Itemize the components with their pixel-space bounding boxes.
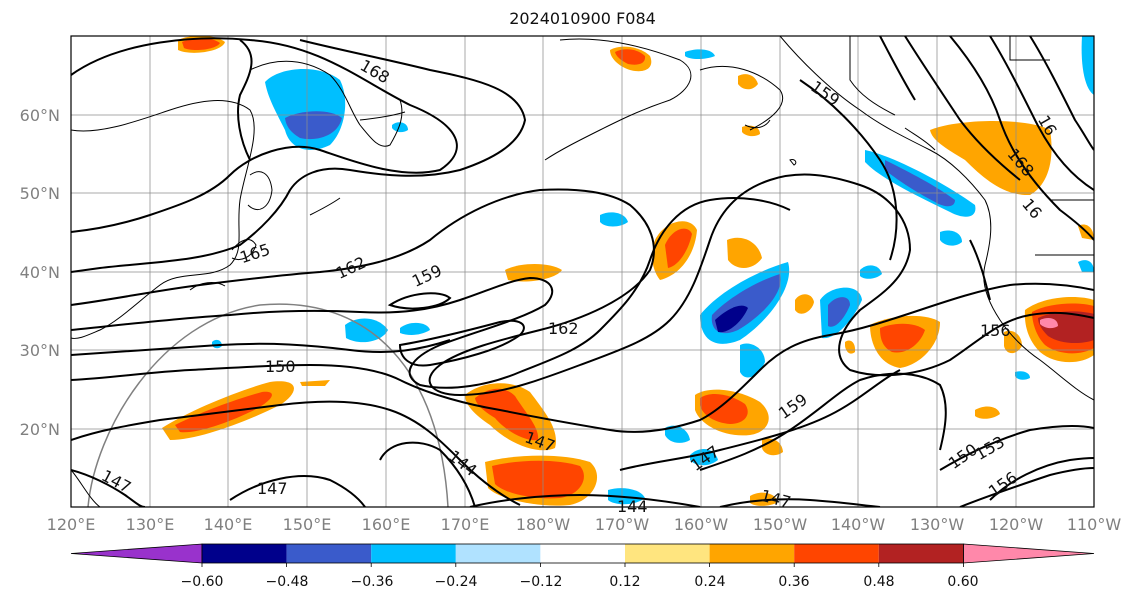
colorbar-segment bbox=[455, 544, 541, 563]
colorbar-tick-label: 0.60 bbox=[947, 574, 978, 590]
colorbar-tick-label: −0.36 bbox=[351, 574, 394, 590]
contour-label: 147 bbox=[257, 479, 288, 498]
shaded-fields bbox=[162, 36, 1094, 506]
lat-label: 50°N bbox=[20, 184, 60, 203]
colorbar-tick-label: 0.36 bbox=[778, 574, 809, 590]
colorbar-segment bbox=[709, 544, 795, 563]
colorbar-tick-label: −0.12 bbox=[520, 574, 563, 590]
colorbar-tick-label: −0.24 bbox=[435, 574, 478, 590]
lon-label: 140°E bbox=[204, 515, 253, 534]
colorbar-segment bbox=[202, 544, 287, 563]
lon-label: 130°W bbox=[910, 515, 965, 534]
lon-label: 160°E bbox=[362, 515, 411, 534]
colorbar-segment bbox=[540, 544, 625, 563]
map-frame bbox=[70, 35, 1095, 508]
colorbar-extend-low bbox=[70, 543, 203, 564]
contour-label: 144 bbox=[617, 497, 648, 516]
range-circle bbox=[87, 303, 449, 507]
lat-label: 30°N bbox=[20, 341, 60, 360]
colorbar-tick-label: −0.60 bbox=[181, 574, 224, 590]
lon-label: 110°W bbox=[1067, 515, 1122, 534]
graticule bbox=[71, 36, 1094, 507]
colorbar-segment bbox=[794, 544, 879, 563]
colorbar-segment bbox=[878, 544, 964, 563]
lon-label: 180°W bbox=[516, 515, 571, 534]
colorbar-segment bbox=[371, 544, 456, 563]
coastlines bbox=[71, 36, 1094, 507]
colorbar-extend-high bbox=[963, 543, 1095, 564]
longitude-labels: 120°E 130°E 140°E 150°E 160°E 170°E 180°… bbox=[47, 515, 1122, 534]
lon-label: 120°E bbox=[47, 515, 96, 534]
lon-label: 160°W bbox=[674, 515, 729, 534]
contour-label: 156 bbox=[980, 321, 1011, 340]
colorbar-tick-label: 0.48 bbox=[863, 574, 894, 590]
lon-label: 140°W bbox=[831, 515, 886, 534]
lon-label: 170°W bbox=[595, 515, 650, 534]
colorbar bbox=[70, 543, 1095, 567]
contour-label: 150 bbox=[265, 357, 296, 376]
latitude-labels: 60°N 50°N 40°N 30°N 20°N bbox=[20, 106, 60, 439]
lon-label: 150°W bbox=[753, 515, 808, 534]
lat-label: 20°N bbox=[20, 420, 60, 439]
colorbar-outline bbox=[201, 543, 964, 564]
colorbar-tick-label: 0.24 bbox=[694, 574, 725, 590]
chart-title: 2024010900 F084 bbox=[509, 9, 656, 28]
colorbar-tick-labels: −0.60 −0.48 −0.36 −0.24 −0.12 0.12 0.24 … bbox=[181, 574, 979, 590]
height-contours bbox=[71, 36, 1094, 507]
lat-label: 60°N bbox=[20, 106, 60, 125]
colorbar-segment bbox=[625, 544, 710, 563]
colorbar-segment bbox=[286, 544, 372, 563]
lon-label: 120°W bbox=[989, 515, 1044, 534]
contour-label: 162 bbox=[548, 319, 579, 338]
colorbar-tick-label: 0.12 bbox=[609, 574, 640, 590]
lon-label: 150°E bbox=[283, 515, 332, 534]
lat-label: 40°N bbox=[20, 263, 60, 282]
colorbar-tick-label: −0.48 bbox=[266, 574, 309, 590]
lon-label: 130°E bbox=[126, 515, 175, 534]
lon-label: 170°E bbox=[441, 515, 490, 534]
